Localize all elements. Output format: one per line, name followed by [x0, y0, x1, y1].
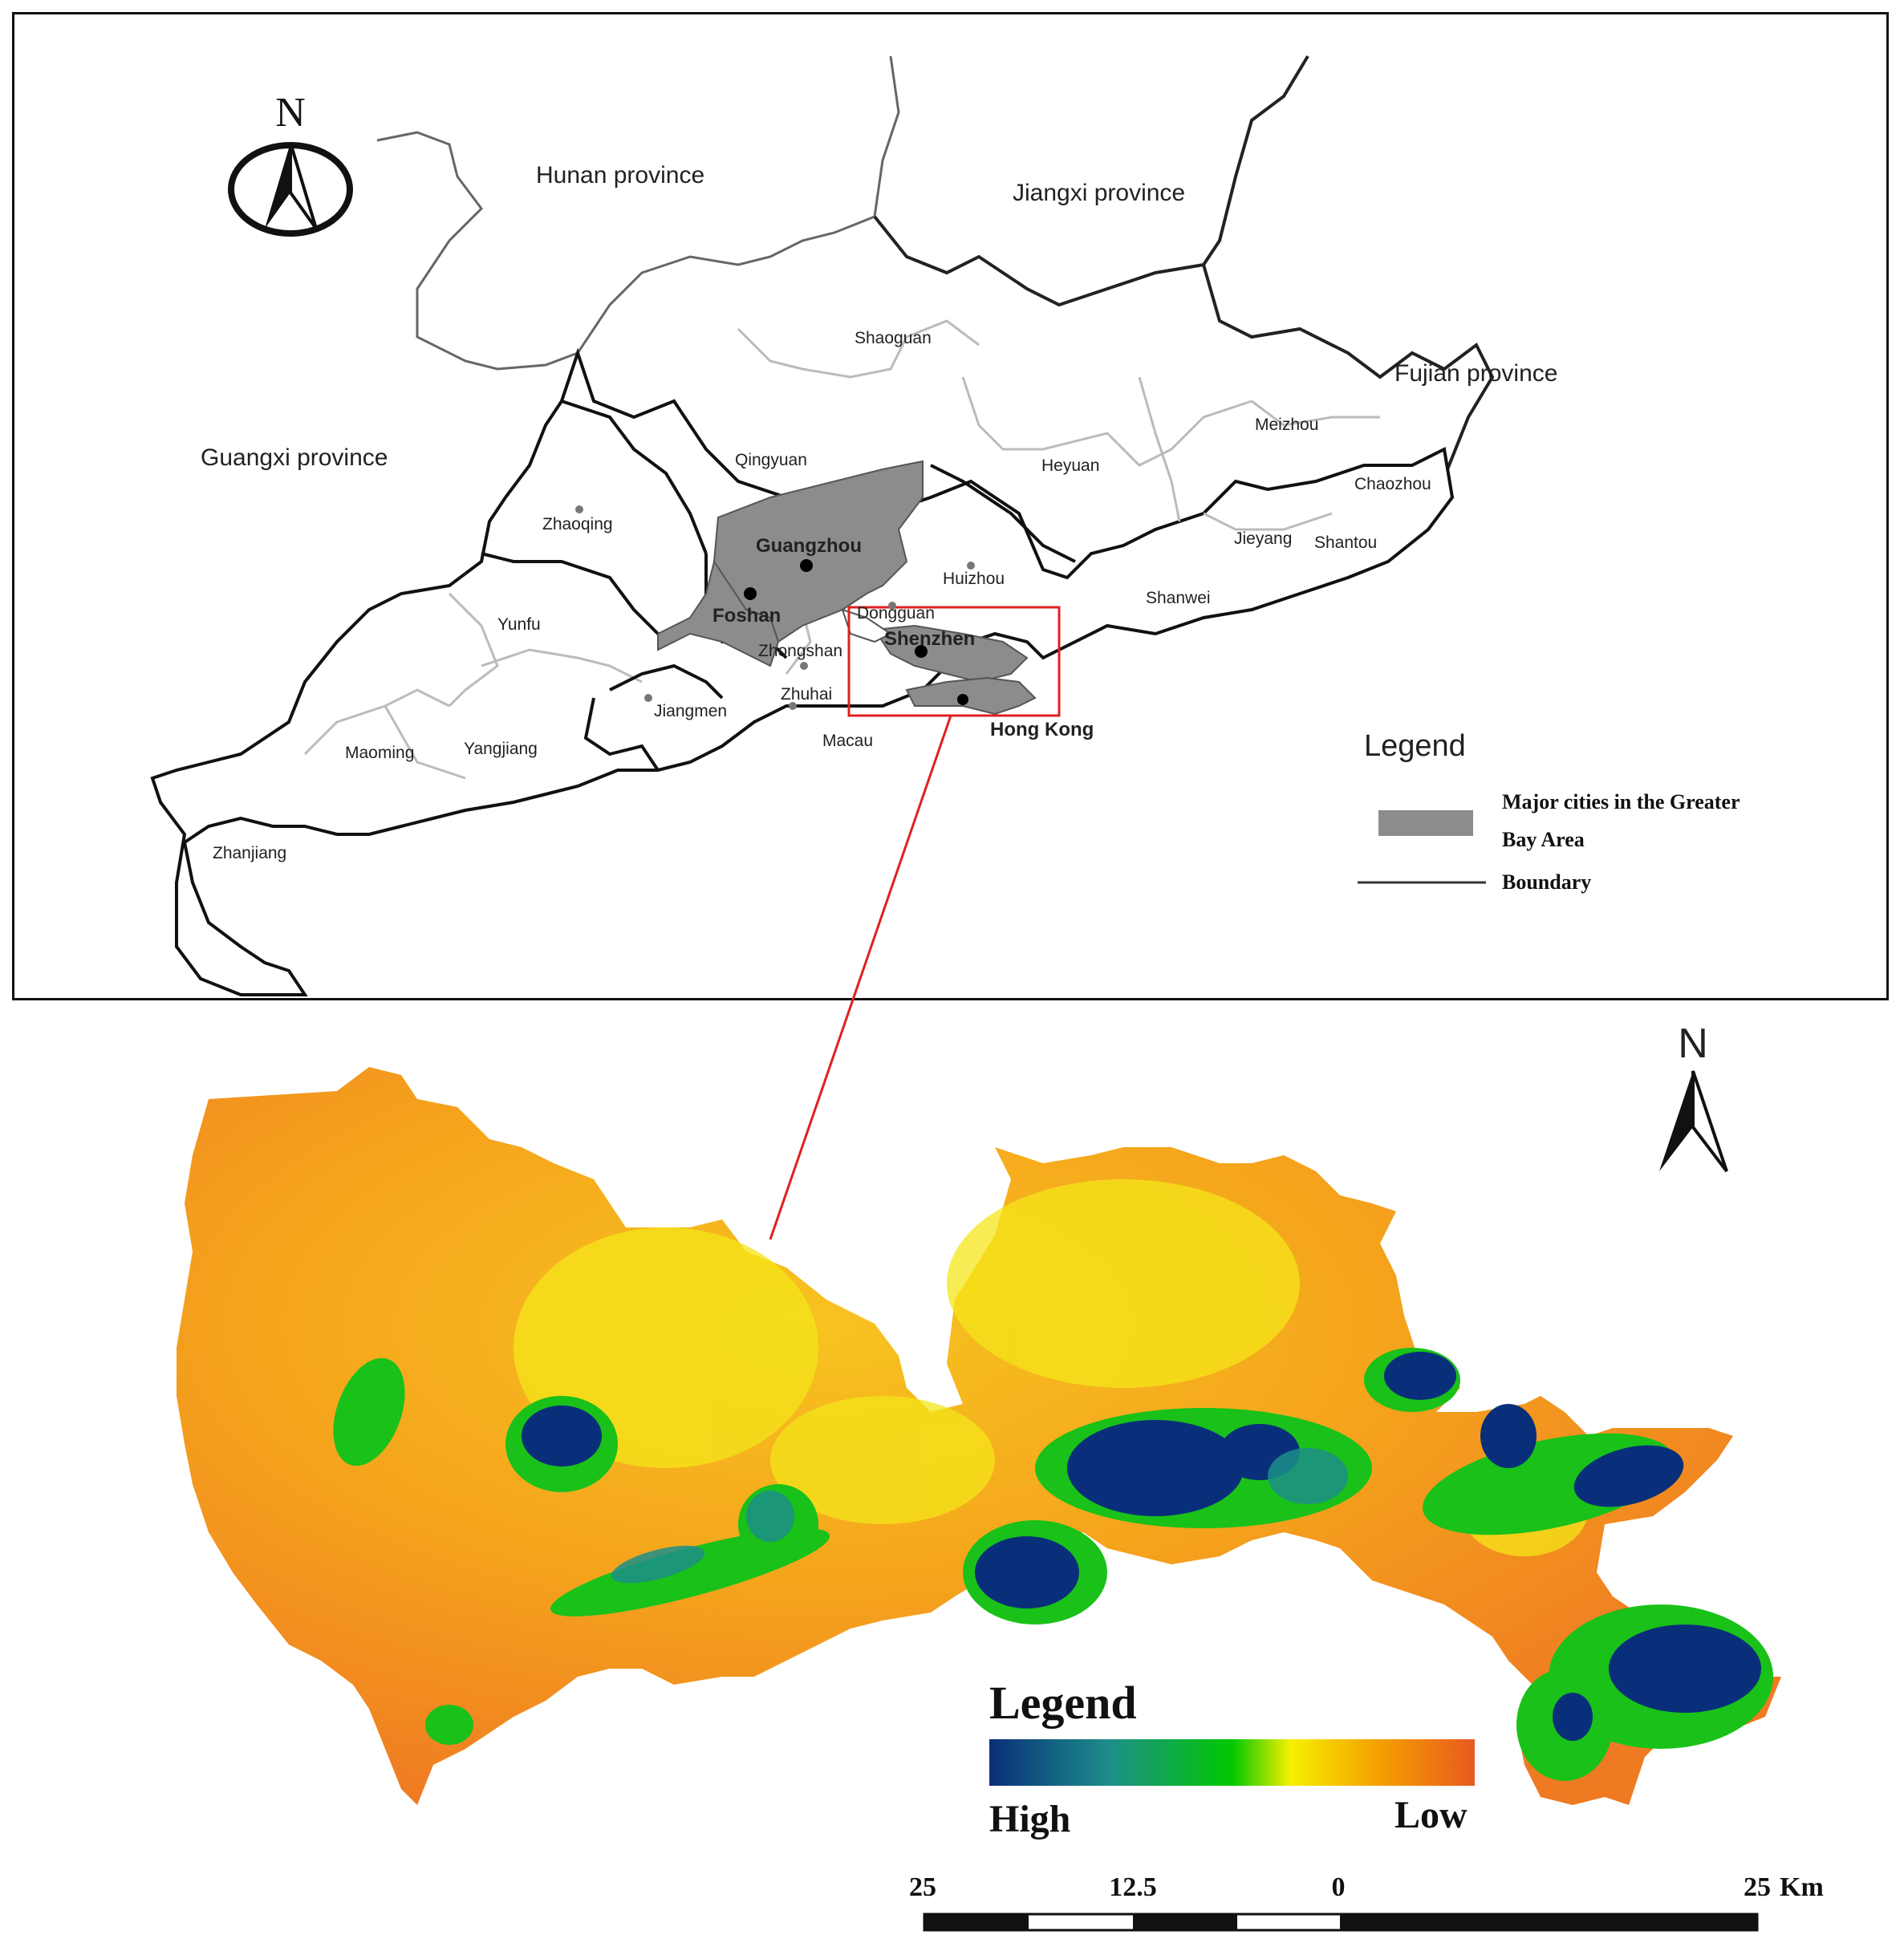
label-yunfu: Yunfu	[497, 615, 541, 634]
zhaoqing-dot	[575, 505, 583, 513]
label-maoming: Maoming	[345, 744, 414, 762]
svg-text:Legend: Legend	[1364, 729, 1466, 763]
svg-text:25: 25	[909, 1872, 936, 1902]
svg-text:25: 25	[1744, 1872, 1771, 1902]
legend-color-ramp	[989, 1739, 1475, 1786]
label-guangzhou: Guangzhou	[756, 535, 862, 557]
foshan-dot	[744, 587, 757, 600]
label-zhanjiang: Zhanjiang	[213, 844, 286, 862]
svg-text:Km: Km	[1780, 1872, 1824, 1902]
guangzhou-dot	[800, 559, 813, 572]
hongkong-dot	[957, 694, 968, 705]
dongguan-dot	[888, 602, 896, 610]
north-arrow-top: N	[228, 90, 353, 237]
label-zhaoqing: Zhaoqing	[542, 515, 613, 533]
province-labels: Hunan province Jiangxi province Fujian p…	[201, 162, 1557, 471]
overview-legend: Legend Major cities in the Greater Bay A…	[1358, 729, 1740, 894]
label-shenzhen: Shenzhen	[884, 628, 975, 650]
svg-text:N: N	[1678, 1020, 1708, 1067]
svg-text:Bay Area: Bay Area	[1502, 828, 1585, 851]
zhongshan-dot	[800, 662, 808, 670]
neighbour-province-boundary	[376, 55, 900, 371]
north-arrow-bottom: N	[1659, 1020, 1728, 1173]
label-foshan: Foshan	[712, 605, 781, 627]
internal-boundaries	[303, 319, 1380, 780]
svg-text:Major cities in the Greater: Major cities in the Greater	[1502, 790, 1740, 813]
gba-highlight	[657, 460, 1037, 716]
svg-text:High: High	[989, 1798, 1070, 1840]
label-meizhou: Meizhou	[1255, 416, 1318, 434]
legend-swatch-gba	[1378, 810, 1473, 836]
label-zhuhai: Zhuhai	[781, 685, 832, 704]
city-labels: Shaoguan Meizhou Qingyuan Heyuan Chaozho…	[213, 329, 1431, 862]
svg-text:Legend: Legend	[989, 1677, 1137, 1729]
label-jieyang: Jieyang	[1234, 529, 1292, 548]
label-huizhou: Huizhou	[943, 570, 1005, 588]
inset-leader-line	[769, 715, 952, 1240]
fujian-boundary	[1202, 264, 1495, 498]
svg-text:Boundary: Boundary	[1502, 870, 1591, 894]
label-hunan: Hunan province	[536, 162, 704, 189]
label-shantou: Shantou	[1314, 533, 1377, 552]
label-qingyuan: Qingyuan	[735, 451, 807, 469]
elevation-legend: Legend High Low	[989, 1677, 1475, 1840]
label-macau: Macau	[822, 732, 873, 750]
inset-box	[847, 606, 1061, 717]
label-guangxi: Guangxi province	[201, 444, 388, 471]
zhuhai-dot	[789, 702, 797, 710]
jiangxi-boundary	[873, 55, 1309, 307]
jiangmen-dot	[644, 694, 652, 702]
label-hongkong: Hong Kong	[990, 719, 1094, 740]
label-heyuan: Heyuan	[1041, 456, 1099, 475]
high-elevation-patches	[522, 1352, 1761, 1741]
foshan-area	[657, 559, 780, 667]
city-markers	[575, 505, 975, 710]
svg-text:N: N	[275, 90, 306, 136]
label-shaoguan: Shaoguan	[855, 329, 932, 347]
svg-text:Low: Low	[1395, 1794, 1468, 1836]
label-chaozhou: Chaozhou	[1354, 475, 1431, 493]
svg-text:12.5: 12.5	[1109, 1872, 1157, 1902]
label-fujian: Fujian province	[1395, 360, 1557, 387]
transitional-patches	[611, 1448, 1348, 1584]
guangdong-outline	[150, 347, 1455, 996]
shenzhen-dot	[915, 645, 928, 658]
label-dongguan: Dongguan	[857, 604, 935, 623]
scale-bar: 25 12.5 0 25 Km	[909, 1872, 1824, 1932]
label-shanwei: Shanwei	[1146, 589, 1211, 607]
svg-text:0: 0	[1332, 1872, 1346, 1902]
overview-map: N	[150, 55, 1495, 1240]
detail-map: N Legend High Low 25 12.5 0 25 Km	[177, 1020, 1824, 1932]
label-jiangxi: Jiangxi province	[1013, 180, 1185, 206]
hongkong-area	[905, 676, 1037, 716]
huizhou-dot	[967, 562, 975, 570]
label-yangjiang: Yangjiang	[464, 740, 538, 758]
shenzhen-area	[873, 624, 1029, 684]
label-zhongshan: Zhongshan	[758, 642, 842, 660]
label-jiangmen: Jiangmen	[654, 702, 727, 720]
